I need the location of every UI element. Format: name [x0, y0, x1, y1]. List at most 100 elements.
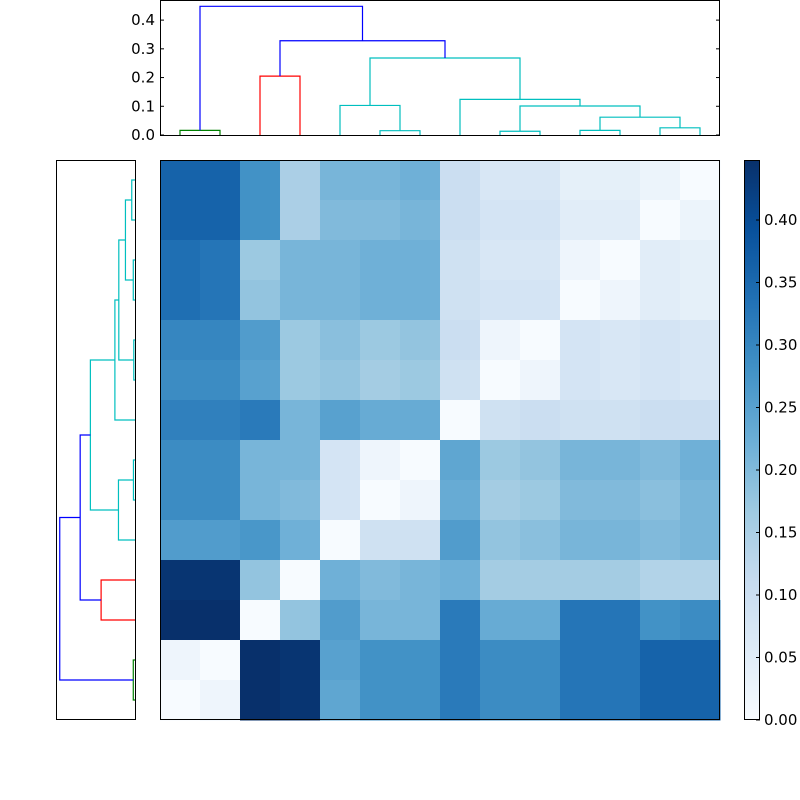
heatmap-cell-r10-c6 [400, 560, 441, 601]
heatmap-cell-r7-c3 [280, 440, 321, 481]
heatmap-cell-r9-c0 [160, 520, 201, 561]
left-dendrogram-link-8 [118, 239, 134, 361]
heatmap-cell-r12-c8 [480, 640, 521, 681]
heatmap-cell-r7-c9 [520, 440, 561, 481]
heatmap-cell-r12-c5 [360, 640, 401, 681]
heatmap-cell-r3-c0 [160, 280, 201, 321]
colorbar-axis: 0.00 0.05 0.10 0.15 0.20 0.25 0.30 0.35 0.40 [756, 211, 797, 729]
heatmap-cell-r13-c12 [640, 680, 681, 721]
heatmap-cell-r5-c11 [600, 360, 641, 401]
heatmap-cell-r9-c7 [440, 520, 481, 561]
heatmap-cell-r8-c8 [480, 480, 521, 521]
y-tick-label: 0.3 [131, 40, 155, 58]
colorbar [744, 160, 760, 720]
heatmap-cell-r0-c1 [200, 160, 241, 201]
heatmap-cell-r12-c12 [640, 640, 681, 681]
heatmap-cell-r7-c5 [360, 440, 401, 481]
top-dendrogram [179, 5, 701, 135]
heatmap-cell-r2-c12 [640, 240, 681, 281]
heatmap-cell-r10-c1 [200, 560, 241, 601]
heatmap-cell-r8-c4 [320, 480, 361, 521]
heatmap-cell-r7-c8 [480, 440, 521, 481]
top-dendrogram-frame [160, 0, 720, 136]
heatmap-cell-r8-c10 [560, 480, 601, 521]
left-dendrogram-frame [56, 160, 136, 720]
heatmap-cell-r5-c1 [200, 360, 241, 401]
heatmap-cell-r8-c5 [360, 480, 401, 521]
heatmap-cell-r9-c1 [200, 520, 241, 561]
heatmap-cell-r0-c4 [320, 160, 361, 201]
heatmap-cell-r13-c6 [400, 680, 441, 721]
heatmap-cell-r5-c12 [640, 360, 681, 401]
heatmap-cell-r7-c12 [640, 440, 681, 481]
heatmap-cell-r12-c0 [160, 640, 201, 681]
heatmap-cell-r13-c0 [160, 680, 201, 721]
heatmap-cell-r9-c8 [480, 520, 521, 561]
heatmap-cell-r4-c10 [560, 320, 601, 361]
heatmap-cell-r9-c4 [320, 520, 361, 561]
heatmap-cell-r13-c4 [320, 680, 361, 721]
heatmap-cell-r3-c1 [200, 280, 241, 321]
heatmap-cell-r4-c2 [240, 320, 281, 361]
y-tick-label: 0.4 [131, 11, 155, 29]
left-dendrogram-link-12 [59, 516, 134, 681]
heatmap-cell-r5-c13 [680, 360, 721, 401]
heatmap-cell-r9-c10 [560, 520, 601, 561]
heatmap-cell-r9-c12 [640, 520, 681, 561]
heatmap-cell-r7-c7 [440, 440, 481, 481]
heatmap-cell-r5-c5 [360, 360, 401, 401]
heatmap-cell-r8-c7 [440, 480, 481, 521]
heatmap-cell-r7-c13 [680, 440, 721, 481]
heatmap-cell-r11-c12 [640, 600, 681, 641]
heatmap-cell-r5-c6 [400, 360, 441, 401]
heatmap-cell-r13-c10 [560, 680, 601, 721]
heatmap-cell-r2-c1 [200, 240, 241, 281]
heatmap-cell-r6-c8 [480, 400, 521, 441]
heatmap-cell-r1-c8 [480, 200, 521, 241]
heatmap-cell-r5-c2 [240, 360, 281, 401]
top-dendrogram-link-12 [199, 5, 364, 131]
heatmap-cell-r13-c11 [600, 680, 641, 721]
heatmap-cell-r9-c6 [400, 520, 441, 561]
heatmap-cell-r6-c2 [240, 400, 281, 441]
heatmap-cell-r5-c7 [440, 360, 481, 401]
heatmap-cell-r5-c4 [320, 360, 361, 401]
heatmap-cell-r2-c10 [560, 240, 601, 281]
heatmap-cell-r1-c3 [280, 200, 321, 241]
heatmap-cell-r12-c2 [240, 640, 281, 681]
heatmap-cell-r11-c11 [600, 600, 641, 641]
heatmap-cell-r3-c3 [280, 280, 321, 321]
heatmap-cell-r9-c11 [600, 520, 641, 561]
heatmap-cell-r3-c2 [240, 280, 281, 321]
heatmap-cell-r12-c4 [320, 640, 361, 681]
heatmap-cell-r6-c3 [280, 400, 321, 441]
heatmap-cell-r2-c6 [400, 240, 441, 281]
heatmap-cell-r6-c10 [560, 400, 601, 441]
heatmap-cell-r6-c4 [320, 400, 361, 441]
top-dendrogram-link-7 [599, 116, 681, 131]
heatmap-cell-r6-c12 [640, 400, 681, 441]
heatmap-cell-r0-c11 [600, 160, 641, 201]
heatmap-cell-r3-c5 [360, 280, 401, 321]
heatmap-cell-r9-c9 [520, 520, 561, 561]
heatmap-cell-r3-c10 [560, 280, 601, 321]
heatmap-cell-r3-c7 [440, 280, 481, 321]
heatmap-cell-r7-c11 [600, 440, 641, 481]
heatmap-cell-r10-c7 [440, 560, 481, 601]
colorbar-tick-label: 0.05 [764, 649, 797, 667]
heatmap-cell-r3-c9 [520, 280, 561, 321]
heatmap-cell-r4-c0 [160, 320, 201, 361]
heatmap-cell-r6-c9 [520, 400, 561, 441]
heatmap-cell-r8-c3 [280, 480, 321, 521]
top-dendrogram-link-1 [259, 75, 301, 135]
heatmap-cell-r6-c5 [360, 400, 401, 441]
heatmap-cell-r4-c8 [480, 320, 521, 361]
heatmap-cell-r11-c3 [280, 600, 321, 641]
heatmap-cell-r11-c6 [400, 600, 441, 641]
top-dendrogram-link-0 [179, 129, 221, 135]
heatmap-cell-r2-c0 [160, 240, 201, 281]
heatmap-cell-r1-c4 [320, 200, 361, 241]
heatmap-cell-r4-c9 [520, 320, 561, 361]
heatmap-cell-r0-c12 [640, 160, 681, 201]
heatmap-cell-r3-c13 [680, 280, 721, 321]
